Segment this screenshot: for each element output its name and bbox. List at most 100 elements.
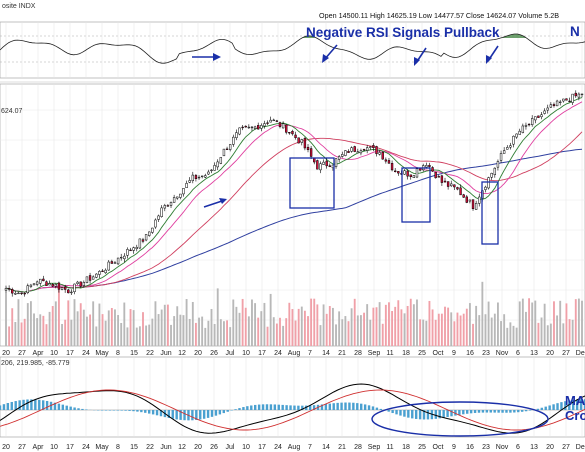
x-tick-label: Aug: [288, 444, 301, 451]
macd-hist-bar: [367, 405, 371, 410]
x-tick-label: 23: [482, 350, 490, 357]
volume-bar: [322, 304, 325, 346]
volume-bar: [456, 312, 459, 346]
macd-hist-bar: [140, 410, 143, 413]
macd-hist-bar: [222, 410, 225, 414]
candle-body: [515, 133, 518, 138]
volume-bar: [216, 288, 219, 346]
macd-hist-bar: [481, 410, 485, 413]
volume-bar: [437, 313, 440, 346]
x-tick-label: 7: [308, 350, 312, 357]
candle-body: [534, 116, 537, 121]
candle-body: [512, 135, 515, 145]
macd-hist-bar: [175, 410, 178, 420]
volume-bar: [279, 317, 281, 346]
macd-hist-bar: [238, 408, 241, 410]
volume-bar: [166, 304, 169, 346]
volume-bar: [51, 306, 54, 346]
candle-body: [14, 293, 17, 295]
volume-bar: [331, 307, 334, 346]
volume-bar: [363, 312, 365, 346]
x-tick-label: 21: [338, 444, 346, 451]
candle-body: [568, 100, 571, 103]
macd-hist-bar: [0, 405, 2, 410]
candle-body: [437, 176, 440, 178]
macd-hist-bar: [497, 410, 500, 413]
x-tick-label: 22: [146, 444, 154, 451]
candle-body: [101, 270, 104, 272]
macd-hist-bar: [124, 410, 127, 411]
macd-hist-bar: [572, 399, 575, 410]
x-tick-label: 22: [146, 350, 154, 357]
candle-body: [48, 283, 51, 286]
candle-body: [148, 231, 151, 236]
macd-hist-bar: [418, 410, 422, 420]
candle-body: [459, 187, 462, 196]
candle-body: [285, 124, 288, 133]
candle-body: [390, 163, 394, 171]
volume-bar: [512, 325, 515, 346]
x-tick-label: 27: [18, 444, 26, 451]
x-tick-label: Dec: [576, 444, 585, 451]
volume-bar: [571, 319, 574, 346]
candle-body: [244, 125, 247, 128]
x-tick-label: 10: [50, 444, 58, 451]
macd-hist-bar: [277, 404, 280, 410]
candle-body: [409, 174, 412, 177]
candle-body: [294, 134, 297, 138]
volume-bar: [79, 303, 82, 346]
volume-bar: [372, 307, 375, 346]
volume-bar: [39, 314, 42, 346]
volume-bar: [291, 309, 294, 346]
macd-hist-bar: [501, 410, 504, 413]
candle-body: [39, 278, 42, 284]
macd-hist-bar: [210, 410, 214, 417]
volume-bar: [543, 303, 546, 346]
candle-body: [135, 246, 138, 250]
volume-bar: [375, 307, 378, 346]
volume-bar: [275, 323, 278, 346]
x-tick-label: Sep: [368, 444, 381, 451]
candle-body: [275, 120, 279, 122]
volume-bar: [157, 314, 160, 346]
volume-bar: [223, 321, 225, 346]
macd-hist-bar: [332, 403, 335, 410]
candle-body: [375, 146, 378, 155]
x-tick-label: 14: [322, 444, 330, 451]
volume-bar: [132, 310, 135, 346]
volume-bar: [126, 327, 129, 346]
candle-body: [543, 110, 546, 114]
volume-bar: [89, 314, 91, 346]
macd-hist-bar: [528, 410, 532, 411]
candle-body: [555, 100, 559, 107]
macd-hist-bar: [14, 401, 17, 410]
macd-hist-bar: [26, 399, 29, 410]
signal-box: [481, 181, 499, 245]
volume-bar: [257, 317, 260, 346]
candle-body: [154, 219, 157, 228]
candle-body: [537, 115, 540, 118]
volume-bar: [412, 304, 415, 346]
candle-body: [123, 255, 126, 260]
x-tick-label: 25: [418, 444, 426, 451]
macd-hist-bar: [493, 410, 496, 413]
candle-body: [42, 278, 45, 282]
volume-bar: [549, 323, 552, 346]
macd-hist-bar: [151, 410, 155, 415]
volume-bar: [450, 312, 453, 346]
candle-body: [344, 150, 347, 156]
x-tick-label: 15: [130, 444, 138, 451]
candle-body: [185, 183, 188, 188]
candle-body: [29, 284, 33, 287]
candle-body: [157, 215, 160, 220]
candle-body: [182, 188, 185, 195]
volume-bar: [481, 281, 484, 346]
x-tick-label: 26: [210, 444, 218, 451]
macd-hist-bar: [454, 410, 457, 416]
volume-bar: [11, 308, 14, 346]
macd-hist-bar: [77, 408, 80, 410]
macd-hist-bar: [147, 410, 151, 414]
candle-body: [194, 175, 198, 179]
macd-hist-bar: [285, 405, 288, 410]
rsi-annotation: Negative RSI Signals Pullback: [306, 25, 500, 40]
